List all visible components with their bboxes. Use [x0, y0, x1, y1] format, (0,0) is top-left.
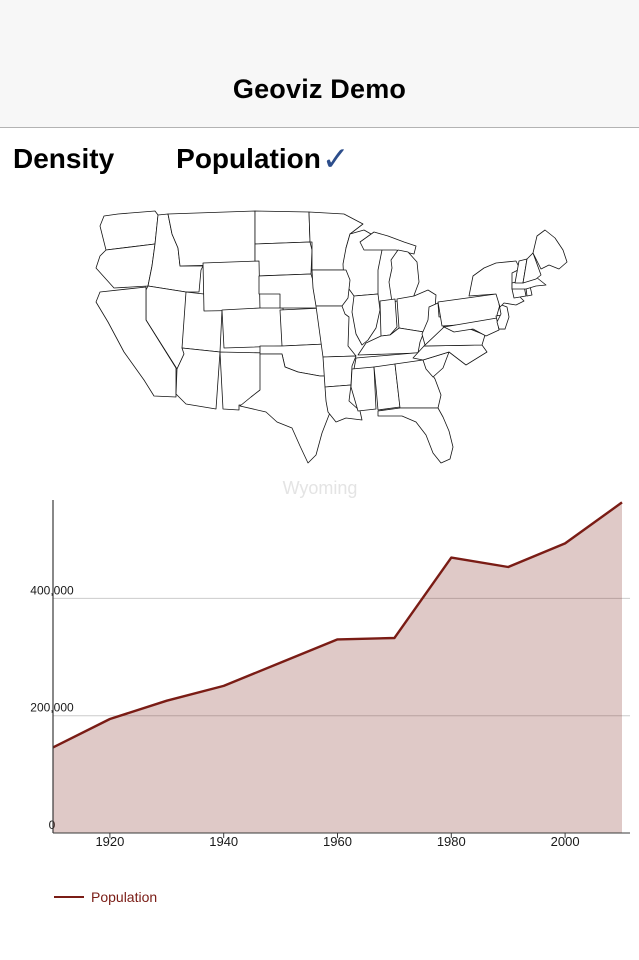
map-state-az[interactable]	[175, 347, 221, 410]
map-state-sd[interactable]	[254, 241, 313, 277]
map-state-wy[interactable]	[202, 260, 261, 312]
map-state-mt[interactable]	[167, 210, 256, 267]
x-tick-label: 1980	[437, 834, 466, 849]
y-tick-label: 200,000	[30, 701, 74, 715]
chart-svg: Wyoming 0 200,000 400,000 1920 1940 1960 1980 20…	[30, 478, 630, 849]
map-state-ms[interactable]	[350, 366, 377, 412]
map-state-il[interactable]	[351, 293, 381, 346]
map-state-wv[interactable]	[421, 302, 449, 346]
map-state-nh[interactable]	[522, 252, 542, 284]
map-state-mo[interactable]	[315, 305, 357, 358]
map-state-co[interactable]	[221, 307, 286, 349]
y-tick-label: 400,000	[30, 583, 74, 597]
map-state-me[interactable]	[532, 229, 568, 270]
chart-legend: Population	[54, 889, 157, 905]
page-title: Geoviz Demo	[232, 74, 407, 104]
chart-title: Wyoming	[283, 478, 358, 498]
x-tick-label: 1960	[323, 834, 352, 849]
app-header: Geoviz Demo	[0, 0, 639, 128]
map-state-ca[interactable]	[95, 286, 177, 398]
map-state-nd[interactable]	[254, 210, 311, 245]
map-state-al[interactable]	[373, 363, 401, 411]
population-line	[52, 501, 623, 749]
tab-population-label: Population	[176, 143, 321, 174]
map-state-ny[interactable]	[468, 260, 525, 308]
map-state-in[interactable]	[379, 298, 398, 337]
map-state-ky[interactable]	[357, 327, 425, 356]
map-state-fl[interactable]	[377, 407, 454, 464]
map-state-tx[interactable]	[239, 353, 342, 464]
map-state-wa[interactable]	[99, 210, 159, 251]
tab-density[interactable]: Density	[13, 143, 114, 175]
area-fill	[53, 502, 622, 833]
view-tabs: Density Population ✓	[0, 128, 639, 190]
legend-line-swatch	[54, 896, 84, 898]
check-icon: ✓	[321, 139, 350, 177]
map-state-or[interactable]	[95, 243, 156, 289]
tab-population[interactable]: Population ✓	[176, 140, 349, 179]
tab-density-label: Density	[13, 143, 115, 174]
legend-label: Population	[91, 889, 158, 905]
y-tick-label: 0	[49, 818, 56, 832]
map-state-ia[interactable]	[311, 269, 351, 307]
x-tick-label: 1920	[95, 834, 124, 849]
x-tick-label: 2000	[551, 834, 580, 849]
x-tick-label: 1940	[209, 834, 238, 849]
us-choropleth-map	[92, 206, 580, 472]
population-area-chart: Wyoming 0 200,000 400,000 1920 1940 1960 1980 20…	[0, 478, 639, 862]
map-state-mi[interactable]	[388, 249, 420, 303]
map-state-mi-upper[interactable]	[359, 231, 417, 255]
us-map-svg	[95, 210, 568, 464]
map-state-la[interactable]	[324, 384, 363, 423]
map-state-nj[interactable]	[496, 303, 510, 330]
